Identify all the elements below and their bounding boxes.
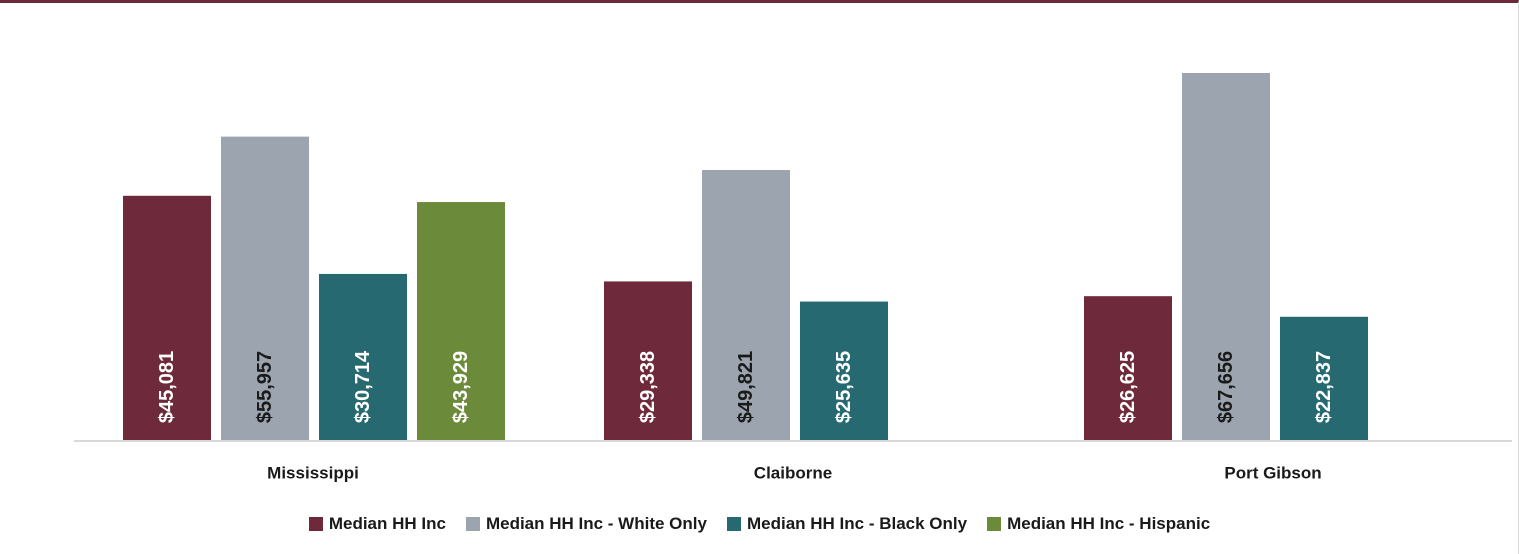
bar-value-label-claiborne-median-hh-inc: $29,338 (637, 351, 659, 423)
category-label-mississippi: Mississippi (267, 464, 359, 483)
bar-chart: $45,081 $55,957 $30,714 $43,929 $29,338 $49,8… (74, 73, 1512, 483)
bar-mississippi-median-hh-inc-hispanic (417, 202, 505, 441)
bar-value-label-claiborne-median-hh-inc-black-only: $25,635 (833, 351, 855, 423)
legend: Median HH Inc Median HH Inc - White Only M… (0, 509, 1519, 539)
bar-mississippi-median-hh-inc (123, 195, 211, 441)
legend-label: Median HH Inc - White Only (485, 514, 707, 533)
legend-item-median-hh-inc-black-only: Median HH Inc - Black Only (726, 514, 968, 534)
bar-value-label-mississippi-median-hh-inc-white-only: $55,957 (254, 351, 276, 423)
legend-item-median-hh-inc-white-only: Median HH Inc - White Only (465, 514, 707, 534)
category-labels: Mississippi Claiborne Port Gibson (267, 464, 1321, 483)
legend-item-median-hh-inc: Median HH Inc (308, 514, 446, 534)
legend-swatch (987, 517, 1002, 531)
bar-claiborne-median-hh-inc-black-only (800, 301, 888, 441)
bar-mississippi-median-hh-inc-white-only (221, 136, 309, 441)
legend-swatch (465, 517, 480, 531)
legend-item-median-hh-inc-hispanic: Median HH Inc - Hispanic (987, 514, 1210, 534)
bar-claiborne-median-hh-inc-white-only (702, 170, 790, 441)
bar-port-gibson-median-hh-inc-white-only (1182, 73, 1270, 441)
legend-swatch (308, 517, 323, 531)
bar-value-label-claiborne-median-hh-inc-white-only: $49,821 (735, 351, 757, 423)
bar-port-gibson-median-hh-inc (1084, 296, 1172, 441)
bar-mississippi-median-hh-inc-black-only (319, 273, 407, 441)
bar-claiborne-median-hh-inc (604, 281, 692, 441)
legend-swatch (726, 517, 741, 531)
bars-layer (123, 73, 1368, 441)
legend-label: Median HH Inc - Hispanic (1007, 514, 1211, 533)
bar-port-gibson-median-hh-inc-black-only (1280, 316, 1368, 441)
legend-label: Median HH Inc (328, 514, 446, 533)
bar-value-label-port-gibson-median-hh-inc-black-only: $22,837 (1313, 351, 1335, 423)
bar-value-labels: $45,081 $55,957 $30,714 $43,929 $29,338 $49,8… (156, 350, 1335, 423)
bar-value-label-port-gibson-median-hh-inc-white-only: $67,656 (1215, 351, 1237, 423)
bar-value-label-mississippi-median-hh-inc: $45,081 (156, 351, 178, 423)
category-label-claiborne: Claiborne (754, 464, 832, 483)
category-label-port-gibson: Port Gibson (1224, 464, 1321, 483)
bar-value-label-mississippi-median-hh-inc-hispanic: $43,929 (450, 351, 472, 423)
bar-value-label-port-gibson-median-hh-inc: $26,625 (1117, 351, 1139, 423)
legend-label: Median HH Inc - Black Only (746, 514, 968, 533)
bar-value-label-mississippi-median-hh-inc-black-only: $30,714 (352, 350, 374, 423)
